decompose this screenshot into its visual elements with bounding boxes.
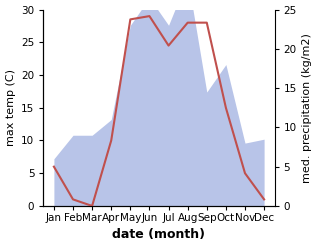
Y-axis label: max temp (C): max temp (C) [5, 69, 16, 146]
X-axis label: date (month): date (month) [113, 228, 205, 242]
Y-axis label: med. precipitation (kg/m2): med. precipitation (kg/m2) [302, 33, 313, 183]
